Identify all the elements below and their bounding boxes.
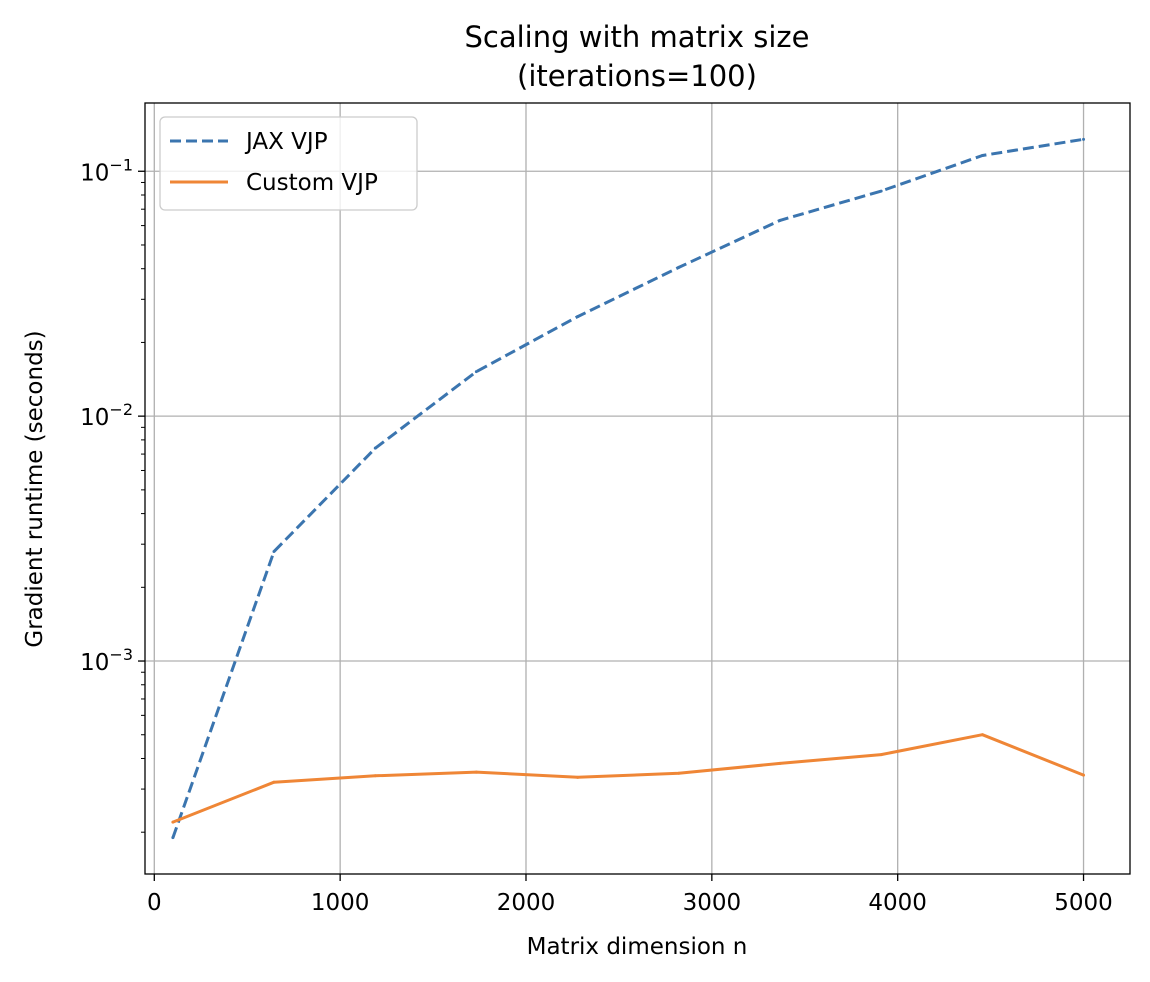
y-tick-label: 10−1 (80, 155, 133, 186)
y-axis-label: Gradient runtime (seconds) (22, 330, 48, 647)
data-point-jax-vjp (1082, 137, 1086, 141)
data-point-custom-vjp (1082, 773, 1086, 777)
x-tick-label: 4000 (868, 890, 927, 916)
x-tick-label: 0 (147, 890, 162, 916)
data-point-jax-vjp (373, 446, 377, 450)
x-tick-label: 5000 (1054, 890, 1113, 916)
data-point-custom-vjp (272, 780, 276, 784)
plot-area-frame (144, 102, 1131, 875)
data-point-jax-vjp (879, 189, 883, 193)
data-point-jax-vjp (272, 550, 276, 554)
x-tick-label: 2000 (497, 890, 556, 916)
legend: JAX VJP Custom VJP (159, 116, 418, 211)
data-point-jax-vjp (980, 153, 984, 157)
x-axis-label: Matrix dimension n (527, 934, 748, 960)
y-tick-label: 10−2 (80, 400, 133, 431)
x-tick-label: 1000 (311, 890, 370, 916)
chart-title: Scaling with matrix size (465, 20, 810, 54)
y-tick-label: 10−3 (80, 645, 133, 676)
data-point-jax-vjp (171, 836, 175, 840)
chart-subtitle: (iterations=100) (517, 59, 757, 93)
axis-ticks: 0 1000 2000 3000 4000 5000 10−3 10−2 10−1 (80, 155, 1113, 916)
data-point-custom-vjp (474, 770, 478, 774)
data-point-custom-vjp (879, 753, 883, 757)
data-point-jax-vjp (677, 265, 681, 269)
x-tick-label: 3000 (683, 890, 742, 916)
data-point-custom-vjp (373, 774, 377, 778)
data-point-jax-vjp (474, 370, 478, 374)
legend-label-custom-vjp: Custom VJP (246, 170, 378, 196)
series-line-jax-vjp (171, 137, 1084, 839)
data-point-custom-vjp (778, 761, 782, 765)
series-line-custom-vjp (172, 733, 1085, 824)
data-point-custom-vjp (576, 775, 580, 779)
series-lines (171, 137, 1086, 840)
data-point-custom-vjp (677, 771, 681, 775)
data-point-custom-vjp (980, 733, 984, 737)
legend-label-jax-vjp: JAX VJP (244, 129, 328, 155)
data-point-custom-vjp (171, 820, 175, 824)
data-point-jax-vjp (576, 315, 580, 319)
data-point-jax-vjp (778, 218, 782, 222)
